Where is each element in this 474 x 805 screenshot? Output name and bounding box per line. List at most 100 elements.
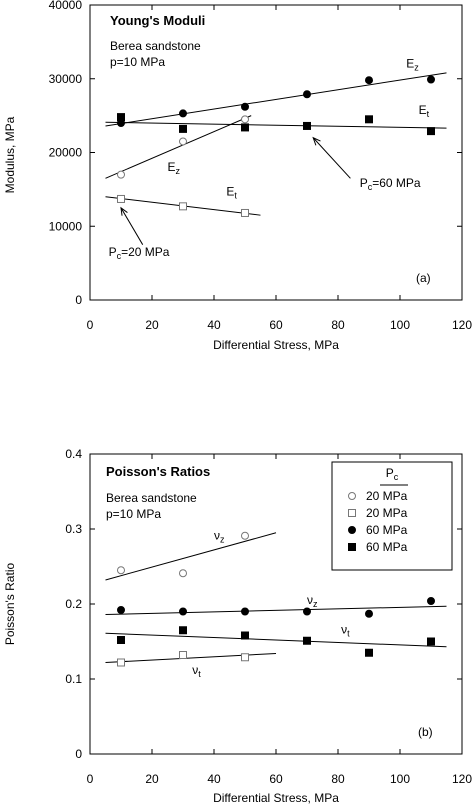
line-annotation: νz [307, 593, 318, 609]
data-point-filled-circle [117, 606, 125, 614]
data-point-filled-circle [365, 76, 373, 85]
y-tick-label: 30000 [49, 72, 83, 86]
legend-label: 60 MPa [366, 523, 408, 537]
data-point-filled-square [241, 631, 249, 640]
legend-items: 20 MPa 20 MPa 60 MPa 60 MPa [348, 489, 408, 554]
data-point-filled-square [117, 636, 125, 644]
legend-header: Pc [386, 466, 399, 482]
line-annotation: νt [341, 622, 350, 638]
legend-marker-open-square [348, 509, 356, 517]
fit-line [105, 605, 447, 615]
data-points [117, 531, 435, 667]
data-points [117, 75, 435, 217]
y-axis-label: Modulus, MPa [3, 116, 17, 193]
y-tick-label: 0 [75, 293, 82, 307]
y-tick-label: 10000 [49, 219, 83, 233]
youngs-moduli-chart: 0 20 40 60 80 100 120 0 10000 20000 30000 40000 Ez… [3, 0, 472, 352]
y-tick-label: 0.1 [65, 672, 82, 686]
line-annotation: νt [192, 663, 201, 679]
data-point-filled-square [427, 637, 435, 646]
data-point-filled-circle [427, 597, 435, 605]
fit-line [105, 653, 277, 663]
data-point-filled-square [303, 121, 311, 130]
sample-name: Berea sandstone [106, 491, 197, 505]
chart-title: Poisson's Ratios [106, 464, 210, 479]
callout-arrow [312, 137, 351, 179]
y-tick-label: 0.3 [65, 522, 82, 536]
x-tick-label: 0 [87, 318, 94, 332]
legend-marker-open-circle [348, 492, 356, 500]
data-point-open-square [179, 202, 187, 211]
data-point-open-square [179, 651, 187, 659]
callout-arrowhead [120, 206, 128, 216]
fit-line [105, 72, 447, 127]
line-annotations: Ez Et Ez Et Pc=60 MPa Pc=20 MPa [109, 57, 430, 261]
confining-pressure: p=10 MPa [106, 507, 161, 521]
data-point-filled-circle [303, 90, 311, 99]
data-point-filled-circle [427, 75, 435, 84]
data-point-filled-square [303, 636, 311, 645]
fit-lines [105, 72, 447, 216]
y-tick-label: 0.2 [65, 597, 82, 611]
line-annotation: Et [419, 103, 430, 119]
legend-label: 60 MPa [366, 540, 408, 554]
data-point-open-circle [241, 531, 249, 540]
pressure-callout: Pc=20 MPa [109, 245, 170, 261]
chart-title: Young's Moduli [110, 13, 205, 28]
line-annotation: Ez [168, 160, 181, 176]
x-tick-label: 80 [331, 318, 345, 332]
y-tick-label: 0.4 [65, 447, 82, 461]
x-tick-label: 60 [269, 318, 283, 332]
callout-arrowhead [312, 136, 321, 146]
x-tick-label: 120 [452, 772, 472, 786]
data-point-open-square [117, 194, 125, 203]
confining-pressure: p=10 MPa [110, 55, 165, 69]
x-axis-ticks: 0 20 40 60 80 100 120 [87, 454, 472, 786]
y-tick-label: 0 [75, 747, 82, 761]
fit-line [105, 532, 277, 581]
legend-label: 20 MPa [366, 506, 408, 520]
y-axis-ticks: 0 10000 20000 30000 40000 [49, 0, 462, 307]
y-tick-label: 40000 [49, 0, 83, 12]
data-point-filled-square [117, 113, 125, 122]
line-annotation: Ez [406, 57, 419, 73]
x-tick-label: 100 [390, 772, 410, 786]
data-point-open-circle [241, 115, 249, 124]
x-axis-label: Differential Stress, MPa [213, 791, 339, 805]
legend-label: 20 MPa [366, 489, 408, 503]
line-annotation: Et [226, 184, 237, 200]
sample-name: Berea sandstone [110, 39, 201, 53]
x-tick-label: 0 [87, 772, 94, 786]
x-tick-label: 100 [390, 318, 410, 332]
data-point-open-circle [179, 137, 187, 146]
y-axis-ticks: 0 0.1 0.2 0.3 0.4 [65, 447, 462, 761]
y-tick-label: 20000 [49, 146, 83, 160]
fit-line [105, 115, 252, 179]
poissons-ratios-chart: 0 20 40 60 80 100 120 0 0.1 0.2 0.3 0.4 νz νz νt νt P… [3, 447, 472, 805]
data-point-filled-circle [179, 109, 187, 118]
data-point-filled-square [365, 648, 373, 657]
panel-label: (a) [416, 271, 431, 285]
y-axis-label: Poisson's Ratio [3, 563, 17, 646]
data-point-filled-square [241, 123, 249, 132]
x-tick-label: 20 [145, 318, 159, 332]
data-point-filled-square [179, 626, 187, 635]
legend-marker-filled-square [348, 543, 356, 551]
pressure-callout: Pc=60 MPa [360, 176, 421, 192]
legend: Pc 20 MPa 20 MPa 60 MPa 60 MPa [331, 461, 453, 571]
x-tick-label: 20 [145, 772, 159, 786]
data-point-open-circle [117, 566, 125, 575]
data-point-filled-circle [241, 102, 249, 111]
data-point-open-square [241, 208, 249, 217]
line-annotation: νz [214, 529, 225, 545]
x-axis-ticks: 0 20 40 60 80 100 120 [87, 5, 472, 332]
data-point-filled-square [365, 115, 373, 124]
line-annotations: νz νz νt νt [192, 529, 350, 679]
data-point-open-square [117, 658, 125, 667]
x-tick-label: 40 [207, 772, 221, 786]
x-tick-label: 40 [207, 318, 221, 332]
x-tick-label: 120 [452, 318, 472, 332]
callout-arrow [120, 207, 144, 245]
x-tick-label: 60 [269, 772, 283, 786]
